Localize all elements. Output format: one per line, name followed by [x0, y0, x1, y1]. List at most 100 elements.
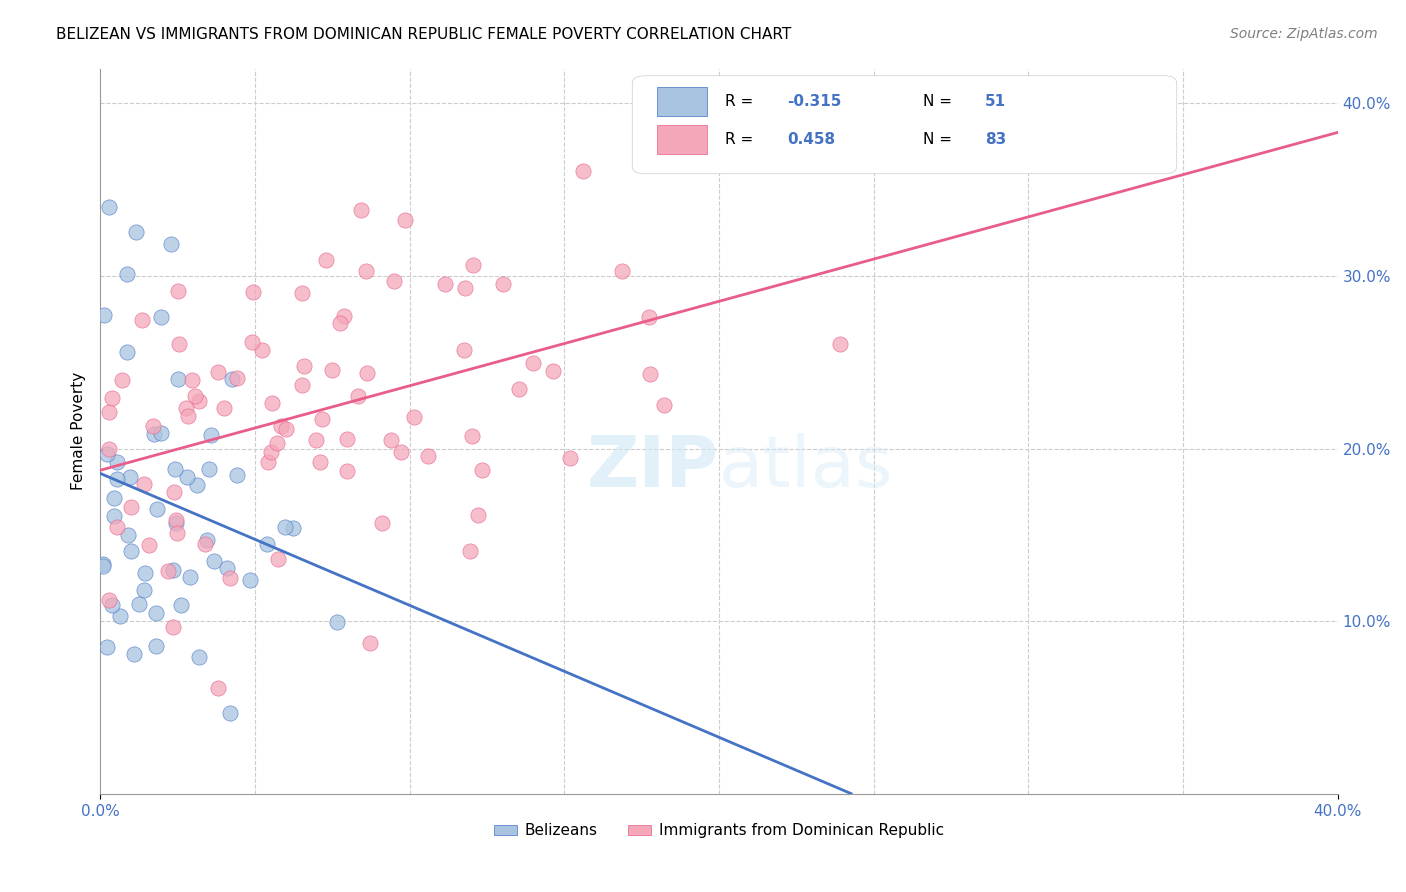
Text: 83: 83	[986, 132, 1007, 147]
Text: 0.458: 0.458	[787, 132, 835, 147]
Point	[453, 343, 475, 358]
Point	[225, 468, 247, 483]
Point	[150, 425, 173, 440]
Point	[134, 582, 156, 597]
FancyBboxPatch shape	[657, 87, 706, 116]
Point	[167, 337, 190, 351]
Point	[266, 435, 288, 450]
Point	[219, 570, 242, 584]
Point	[93, 308, 115, 322]
Point	[492, 277, 515, 291]
Point	[336, 432, 359, 446]
Point	[214, 401, 236, 415]
Point	[394, 213, 416, 227]
Point	[134, 566, 156, 581]
Point	[467, 508, 489, 523]
Point	[830, 336, 852, 351]
FancyBboxPatch shape	[633, 76, 1177, 174]
Point	[270, 418, 292, 433]
Point	[117, 528, 139, 542]
Point	[179, 569, 201, 583]
Point	[333, 310, 356, 324]
Point	[522, 356, 544, 370]
Point	[610, 264, 633, 278]
Point	[156, 564, 179, 578]
Point	[105, 520, 128, 534]
Point	[346, 389, 368, 403]
Point	[226, 371, 249, 385]
Text: atlas: atlas	[718, 433, 893, 502]
Point	[111, 373, 134, 387]
Point	[571, 164, 593, 178]
Point	[145, 606, 167, 620]
Point	[188, 649, 211, 664]
Point	[370, 516, 392, 530]
Point	[118, 470, 141, 484]
Point	[654, 398, 676, 412]
Point	[418, 450, 440, 464]
Point	[257, 455, 280, 469]
Point	[166, 284, 188, 298]
Point	[98, 593, 121, 607]
Point	[98, 405, 121, 419]
Point	[326, 615, 349, 629]
Point	[101, 598, 124, 612]
Point	[91, 558, 114, 572]
Point	[215, 561, 238, 575]
Point	[125, 226, 148, 240]
Point	[108, 608, 131, 623]
Point	[163, 462, 186, 476]
Point	[471, 463, 494, 477]
Point	[260, 445, 283, 459]
Point	[146, 502, 169, 516]
Point	[256, 537, 278, 551]
Point	[117, 267, 139, 281]
Point	[329, 317, 352, 331]
Point	[308, 454, 330, 468]
Point	[200, 427, 222, 442]
Point	[389, 445, 412, 459]
Point	[638, 310, 661, 324]
Point	[174, 401, 197, 415]
Point	[101, 391, 124, 405]
Point	[380, 433, 402, 447]
Y-axis label: Female Poverty: Female Poverty	[72, 372, 86, 491]
Point	[166, 526, 188, 541]
Point	[98, 442, 121, 456]
Point	[402, 409, 425, 424]
Point	[165, 516, 187, 530]
Text: ZIP: ZIP	[586, 433, 718, 502]
Point	[186, 477, 208, 491]
Point	[454, 281, 477, 295]
Text: N =: N =	[924, 94, 957, 109]
Point	[162, 563, 184, 577]
Point	[638, 368, 661, 382]
Point	[176, 469, 198, 483]
Text: BELIZEAN VS IMMIGRANTS FROM DOMINICAN REPUBLIC FEMALE POVERTY CORRELATION CHART: BELIZEAN VS IMMIGRANTS FROM DOMINICAN RE…	[56, 27, 792, 42]
Point	[463, 258, 485, 272]
Point	[96, 640, 118, 654]
Point	[291, 286, 314, 301]
Text: -0.315: -0.315	[787, 94, 841, 109]
Point	[160, 236, 183, 251]
Text: R =: R =	[725, 132, 758, 147]
Text: 51: 51	[986, 94, 1007, 109]
Point	[198, 461, 221, 475]
Point	[131, 313, 153, 327]
Point	[103, 491, 125, 505]
Point	[359, 636, 381, 650]
Point	[132, 477, 155, 491]
Point	[105, 454, 128, 468]
Point	[166, 372, 188, 386]
Point	[195, 533, 218, 547]
Point	[508, 382, 530, 396]
Point	[181, 373, 204, 387]
Point	[207, 681, 229, 695]
Point	[336, 464, 359, 478]
Point	[267, 551, 290, 566]
Point	[221, 372, 243, 386]
Point	[292, 359, 315, 373]
Point	[274, 520, 297, 534]
Point	[177, 409, 200, 423]
Point	[239, 573, 262, 587]
